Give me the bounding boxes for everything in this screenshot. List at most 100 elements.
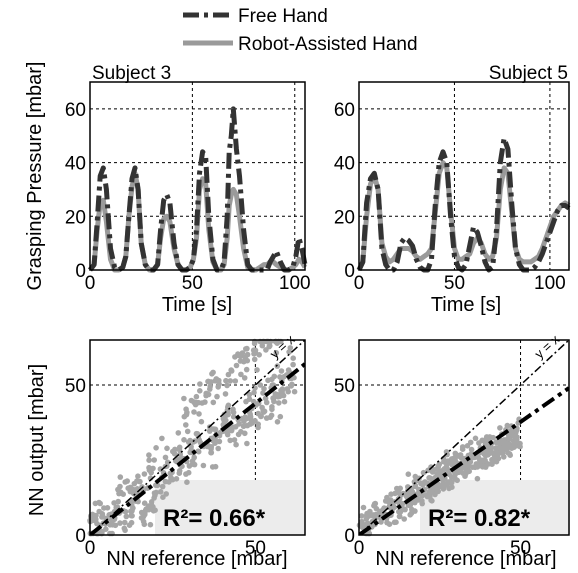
scatter-point [205,378,211,385]
y-tick-label: 40 [334,154,355,175]
scatter-point [164,445,170,452]
scatter-point [275,394,281,400]
scatter-point [125,485,131,492]
scatter-point [92,500,99,507]
scatter-point [187,449,193,456]
scatter-point [107,522,113,528]
identity-line [90,340,305,535]
scatter-point [141,500,148,507]
scatter-point [277,374,283,380]
scatter-point [227,378,234,384]
scatter-point [121,525,128,532]
y-tick-label: 20 [65,207,86,228]
scatter-point [169,476,176,483]
scatter-point [465,462,472,469]
y-tick-label: 0 [344,261,355,282]
scatter-point [418,480,424,487]
scatter-point [241,418,247,425]
scatter-point [426,475,432,481]
scatter-point [193,393,200,400]
scatter-point [101,505,107,511]
scatter-point [412,483,419,490]
scatter-point [271,398,277,405]
scatter-point [233,362,240,369]
scatter-point [242,430,248,437]
scatter-point [195,448,202,455]
scatter-point [468,446,475,453]
scatter-point [396,513,403,520]
scatter-point [286,349,292,355]
scatter-point [92,518,99,524]
y-tick-label: 60 [65,100,86,121]
scatter-point [397,485,404,492]
scatter-point [277,413,284,420]
scatter-point [205,391,212,398]
scatter-point [157,489,164,495]
scatter-point [503,440,510,447]
legend-free-hand-label: Free Hand [238,6,328,27]
series-free-hand [88,106,308,273]
y-tick-label: 0 [75,526,86,547]
scatter-point [358,513,365,519]
scatter-point [251,389,257,396]
scatter-point [193,430,200,437]
scatter-point [147,521,154,528]
scatter-point [514,436,520,443]
scatter-point [200,462,207,469]
scatter-point [117,483,123,490]
scatter-point [142,510,148,516]
x-tick-label: 50 [444,273,465,294]
scatter-point [497,425,503,431]
scatter-point [489,461,495,468]
scatter-point [496,444,503,451]
r-squared-annotation: R²= 0.66* [163,505,266,532]
scatter-point [163,491,169,497]
scatter-point [360,504,367,511]
scatter-point [472,435,479,442]
scatter-point [181,413,188,420]
scatter-point [488,445,495,451]
scatter-point [396,508,402,515]
x-tick-label: 0 [85,273,96,294]
scatter-point [420,469,427,476]
scatter-point [198,418,205,425]
scatter-point [248,419,255,425]
scatter-point [208,449,214,456]
scatter-point [504,422,511,429]
scatter-point [364,514,371,520]
scatter-point [256,352,263,358]
x-tick-label: 50 [245,538,266,559]
scatter-point [405,471,412,478]
scatter-point [487,450,494,456]
scatter-point [124,478,130,484]
scatter-point [176,470,183,477]
scatter-point [244,422,251,429]
x-axis-title: Time [s] [162,294,232,316]
scatter-point [434,471,440,478]
scatter-point [273,350,280,356]
scatter-point [146,457,152,464]
scatter-point [236,352,243,359]
scatter-point [129,508,135,514]
scatter-point [117,489,124,496]
annotation-box [155,480,305,535]
scatter-point [278,387,284,394]
scatter-point [208,444,215,450]
scatter-point [290,355,297,362]
y-tick-label: 20 [334,207,355,228]
scatter-point [499,450,506,456]
scatter-point [212,378,218,384]
scatter-point [97,500,103,507]
r-squared-annotation: R²= 0.82* [428,505,531,532]
scatter-point [252,347,259,354]
scatter-point [197,381,203,387]
scatter-point [233,441,239,448]
legend: Free Hand Robot-Assisted Hand [183,6,418,55]
scatter-point [442,481,448,488]
scatter-point [126,522,133,528]
scatter-point [259,342,266,349]
scatter-point [183,471,189,477]
scatter-point [191,461,198,468]
scatter-point [441,466,448,472]
scatter-point [215,445,221,452]
